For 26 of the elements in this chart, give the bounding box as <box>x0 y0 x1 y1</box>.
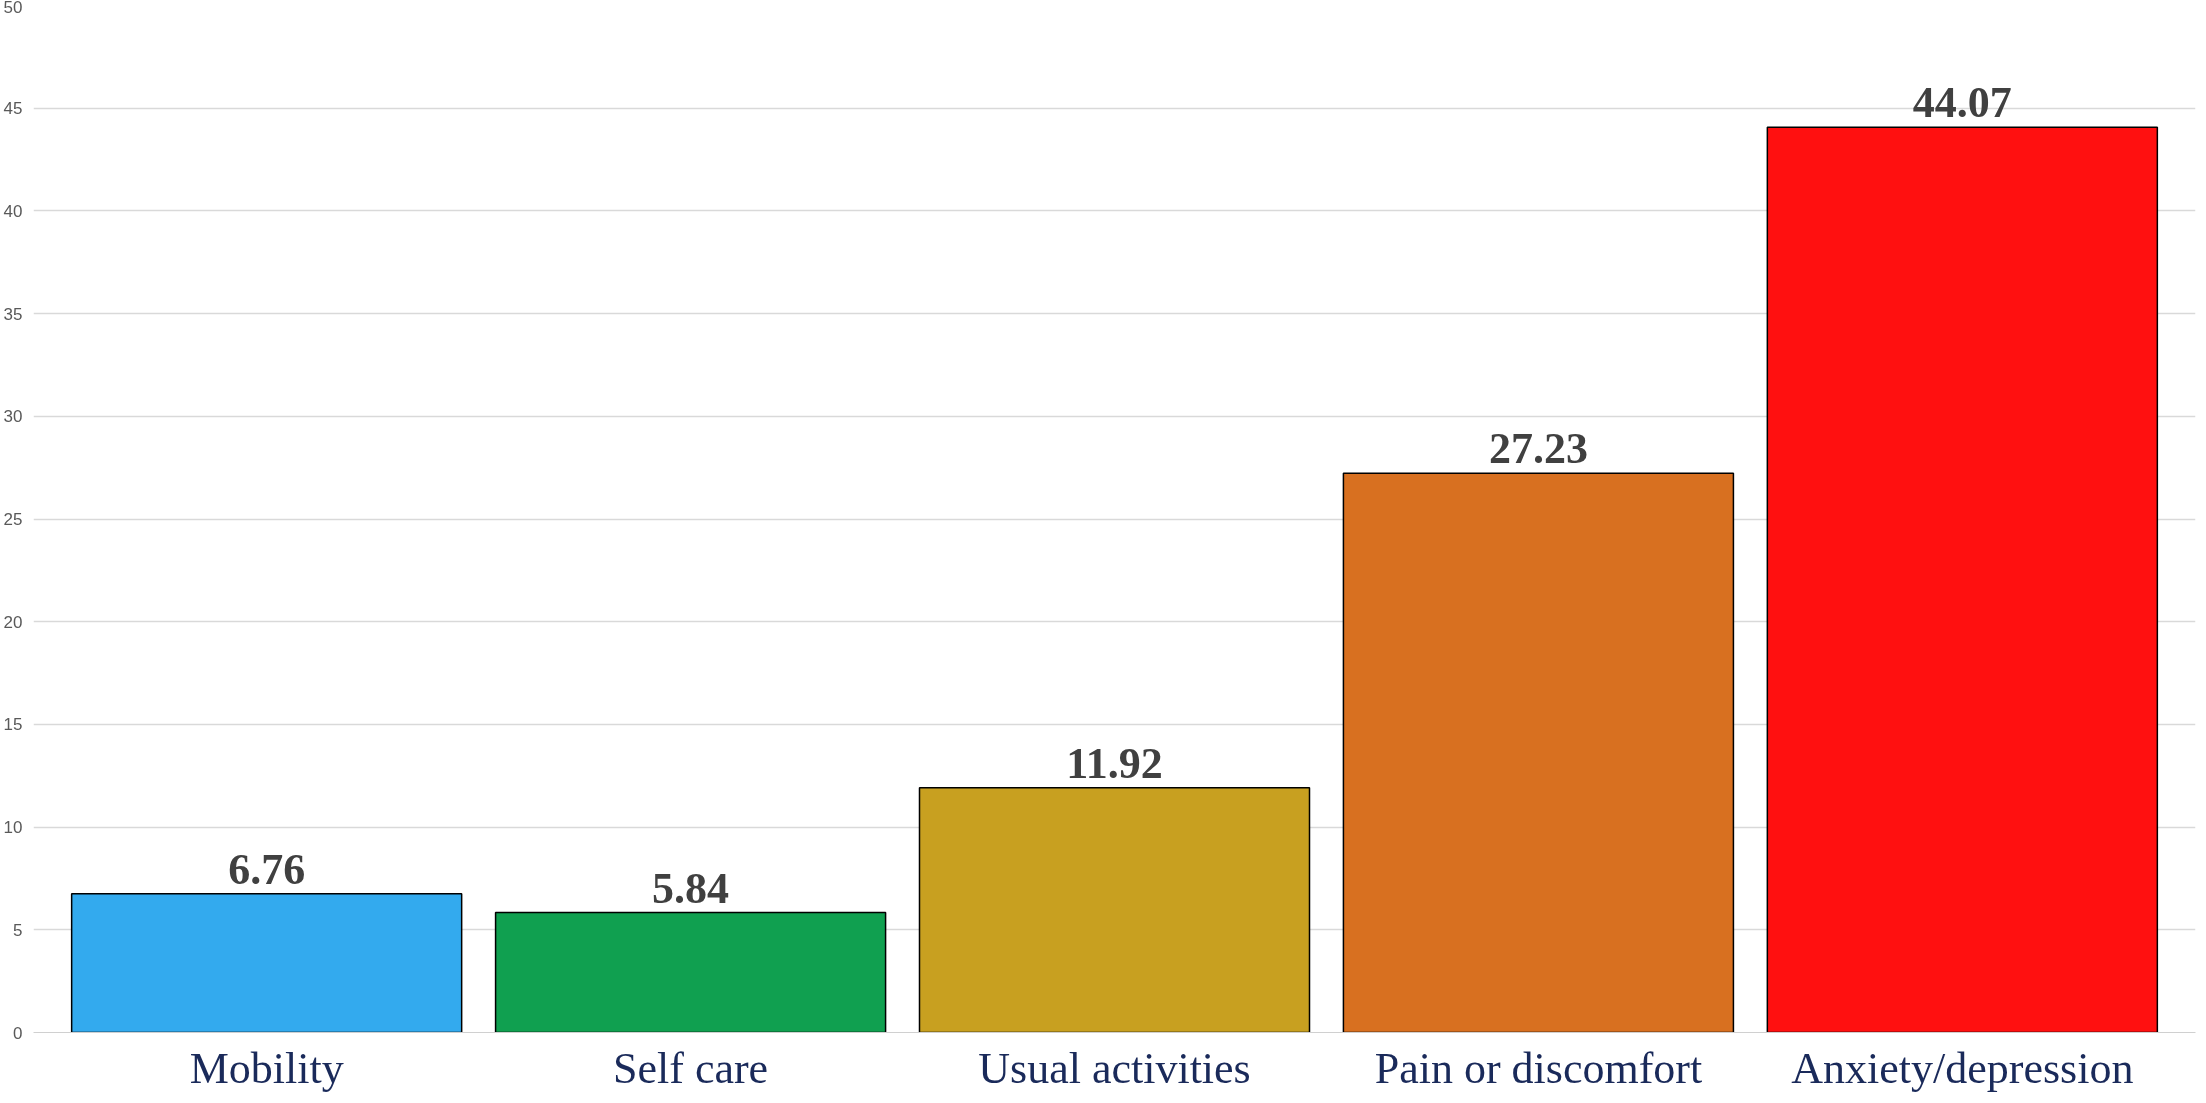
bar <box>70 892 463 1033</box>
y-tick-label: 20 <box>3 612 23 632</box>
data-label: 11.92 <box>1066 738 1163 788</box>
x-tick-label: Usual activities <box>978 1043 1251 1093</box>
y-tick-label: 45 <box>3 99 23 119</box>
y-tick-label: 15 <box>3 715 23 735</box>
y-tick-label: 30 <box>3 407 23 427</box>
bar <box>494 911 887 1033</box>
y-tick-label: 10 <box>3 818 23 838</box>
data-label: 6.76 <box>228 844 306 894</box>
data-label: 44.07 <box>1912 78 2012 128</box>
bar <box>1342 472 1735 1033</box>
data-label: 27.23 <box>1488 424 1588 474</box>
bar <box>1766 126 2159 1033</box>
y-tick-label: 50 <box>3 0 23 17</box>
x-tick-label: Anxiety/depression <box>1791 1043 2134 1093</box>
x-tick-label: Self care <box>613 1043 769 1093</box>
y-tick-label: 40 <box>3 201 23 221</box>
y-tick-label: 35 <box>3 304 23 324</box>
bar <box>918 786 1311 1033</box>
y-tick-label: 5 <box>13 920 23 940</box>
data-label: 5.84 <box>652 863 730 913</box>
y-tick-label: 25 <box>3 510 23 529</box>
x-tick-label: Pain or discomfort <box>1374 1043 1703 1093</box>
x-tick-label: Mobility <box>189 1043 344 1093</box>
y-tick-label: 0 <box>13 1023 23 1043</box>
